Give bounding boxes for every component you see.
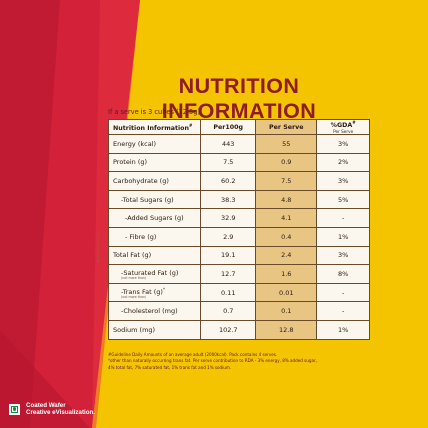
row-per-serve: 55 <box>255 134 318 154</box>
table-row: - Fibre (g) 2.9 0.4 1% <box>107 227 370 247</box>
row-gda: 2% <box>316 152 370 173</box>
row-gda: 3% <box>316 245 370 266</box>
row-label: -Saturated Fat (g) (not more than) <box>107 264 202 284</box>
footnote-line: 4% total fat, 7% saturated fat, 1% trans… <box>108 364 232 370</box>
row-gda: - <box>316 208 370 229</box>
footer: Coated Wafer Creative eVisualization. <box>9 402 95 416</box>
page-title: NUTRITION INFORMATION <box>161 74 317 123</box>
header-per100g: Per100g <box>200 118 257 136</box>
row-gda: 1% <box>316 227 370 247</box>
row-per-serve: 0.01 <box>255 282 318 303</box>
row-per100g: 19.1 <box>200 245 257 266</box>
row-label: - Fibre (g) <box>107 227 202 247</box>
row-gda: 5% <box>316 189 370 210</box>
table-row: -Cholesterol (mg) 0.7 0.1 - <box>107 301 370 322</box>
row-per100g: 38.3 <box>200 189 257 210</box>
row-gda: - <box>316 301 370 322</box>
row-gda: - <box>316 282 370 303</box>
row-per-serve: 4.8 <box>255 189 318 210</box>
footnote-line: #Guideline Daily Amounts of an average a… <box>108 352 278 357</box>
table-row: -Added Sugars (g) 32.9 4.1 - <box>107 208 370 229</box>
row-per-serve: 7.5 <box>255 171 318 191</box>
row-label: -Trans Fat (g)* (not more than) <box>107 282 202 303</box>
header-nutrition: Nutrition Information# <box>107 118 202 136</box>
nutrition-panel: NUTRITION INFORMATION If a serve is 3 cu… <box>104 60 374 370</box>
side-vertical-text: Nutritional Info <box>96 234 100 262</box>
row-gda: 1% <box>316 320 370 340</box>
serve-note: If a serve is 3 cubes (12.5g) <box>108 108 201 116</box>
row-per100g: 102.7 <box>200 320 257 340</box>
row-per100g: 0.11 <box>200 282 257 303</box>
row-per-serve: 0.1 <box>255 301 318 322</box>
row-per100g: 2.9 <box>200 227 257 247</box>
table-row: -Total Sugars (g) 38.3 4.8 5% <box>107 189 370 210</box>
table-row: Energy (kcal) 443 55 3% <box>107 134 370 154</box>
row-per100g: 60.2 <box>200 171 257 191</box>
row-gda: 8% <box>316 264 370 284</box>
row-per100g: 0.7 <box>200 301 257 322</box>
row-label: Protein (g) <box>107 152 202 173</box>
footnotes: #Guideline Daily Amounts of an average a… <box>108 352 376 371</box>
table-row: -Trans Fat (g)* (not more than) 0.11 0.01… <box>107 282 370 303</box>
table-header-row: Nutrition Information# Per100g Per Serve… <box>107 118 370 136</box>
row-gda: 3% <box>316 171 370 191</box>
row-per-serve: 0.4 <box>255 227 318 247</box>
row-per-serve: 0.9 <box>255 152 318 173</box>
row-label: Sodium (mg) <box>107 320 202 340</box>
row-per-serve: 4.1 <box>255 208 318 229</box>
row-gda: 3% <box>316 134 370 154</box>
row-label: -Cholesterol (mg) <box>107 301 202 322</box>
footer-line-2: Creative eVisualization. <box>26 409 96 417</box>
row-per-serve: 12.8 <box>255 320 318 340</box>
row-per-serve: 1.6 <box>255 264 318 284</box>
row-label: -Total Sugars (g) <box>107 189 202 210</box>
header-gda: %GDA# Per Serve <box>316 118 370 136</box>
row-label: -Added Sugars (g) <box>107 208 202 229</box>
table-row: Sodium (mg) 102.7 12.8 1% <box>107 320 370 340</box>
row-per100g: 12.7 <box>200 264 257 284</box>
row-per-serve: 2.4 <box>255 245 318 266</box>
table-row: Total Fat (g) 19.1 2.4 3% <box>107 245 370 266</box>
row-per100g: 32.9 <box>200 208 257 229</box>
row-label: Energy (kcal) <box>107 134 202 154</box>
row-per100g: 7.5 <box>200 152 257 173</box>
table-row: -Saturated Fat (g) (not more than) 12.7 1… <box>107 264 370 284</box>
footnote-line: *other than naturally occurring trans fa… <box>108 358 317 364</box>
table-row: Protein (g) 7.5 0.9 2% <box>107 152 370 173</box>
row-per100g: 443 <box>200 134 257 154</box>
header-per-serve: Per Serve <box>255 118 318 136</box>
nutrition-table: Nutrition Information# Per100g Per Serve… <box>107 118 370 340</box>
row-label: Carbohydrate (g) <box>107 171 202 191</box>
footer-text: Coated Wafer Creative eVisualization. <box>26 402 95 416</box>
row-label: Total Fat (g) <box>107 245 202 266</box>
footer-line-1: Coated Wafer <box>26 402 66 409</box>
table-row: Carbohydrate (g) 60.2 7.5 3% <box>107 171 370 191</box>
veg-mark-icon <box>9 403 20 415</box>
